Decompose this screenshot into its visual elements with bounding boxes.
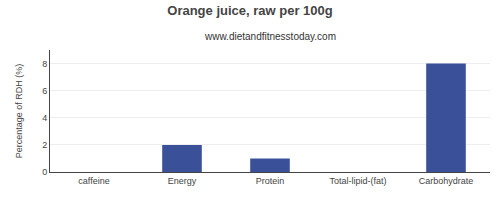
svg-text:Energy: Energy xyxy=(168,176,197,186)
svg-text:0: 0 xyxy=(42,167,47,177)
svg-text:Orange juice, raw per 100g: Orange juice, raw per 100g xyxy=(167,3,333,18)
svg-text:Percentage of RDH (%): Percentage of RDH (%) xyxy=(14,64,24,159)
svg-text:www.dietandfitnesstoday.com: www.dietandfitnesstoday.com xyxy=(204,31,336,42)
svg-text:Carbohydrate: Carbohydrate xyxy=(419,176,474,186)
svg-text:4: 4 xyxy=(42,113,47,123)
svg-text:Protein: Protein xyxy=(256,176,285,186)
svg-text:2: 2 xyxy=(42,140,47,150)
svg-text:8: 8 xyxy=(42,59,47,69)
svg-text:Total-lipid-(fat): Total-lipid-(fat) xyxy=(329,176,386,186)
svg-text:6: 6 xyxy=(42,86,47,96)
svg-text:caffeine: caffeine xyxy=(78,176,109,186)
